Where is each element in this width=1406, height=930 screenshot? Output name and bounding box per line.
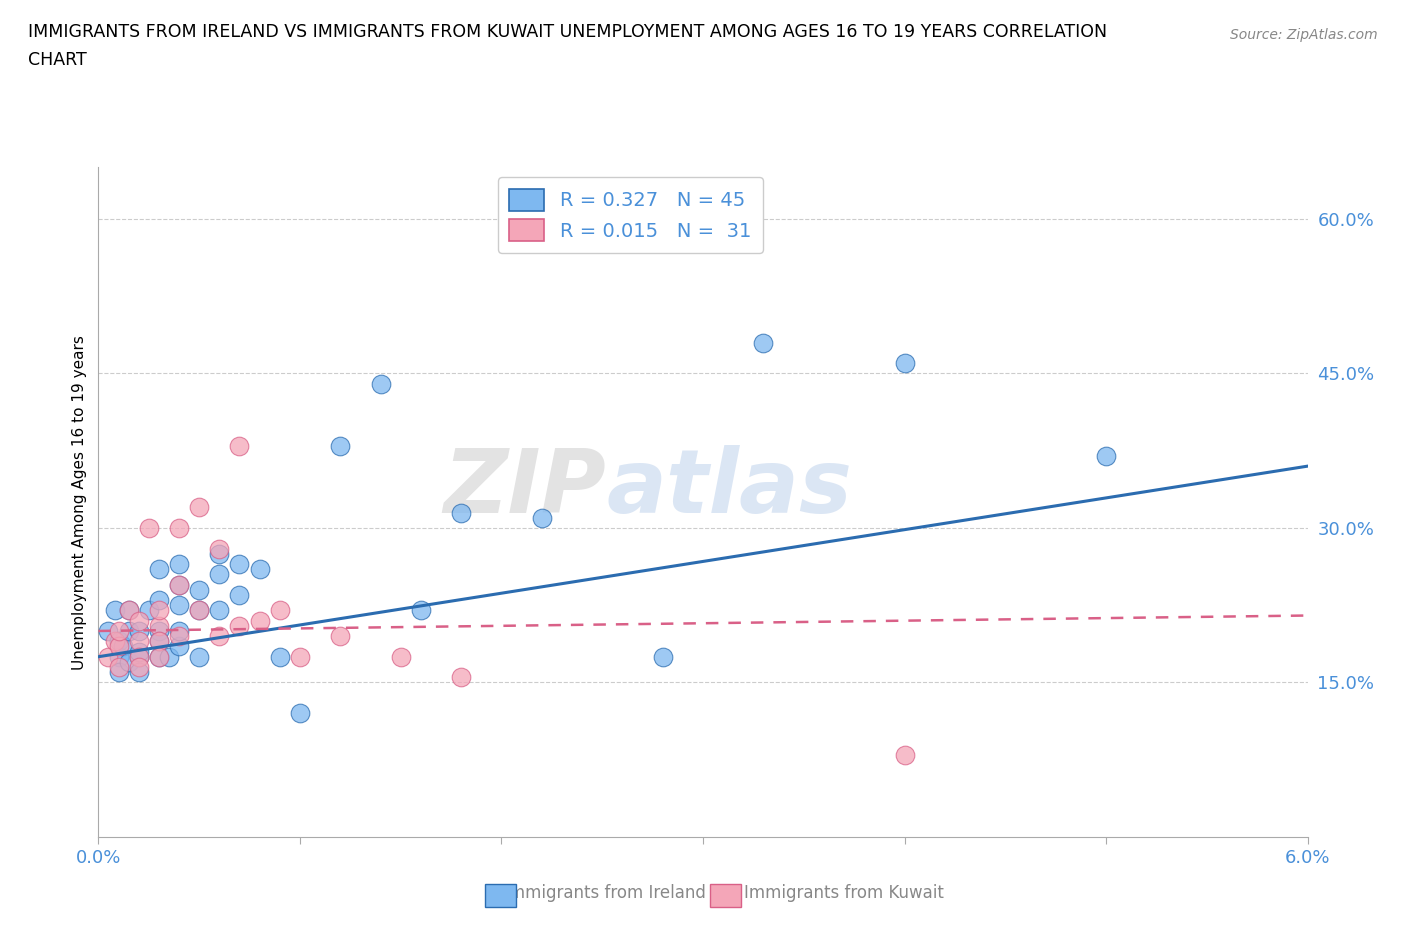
Point bbox=[167, 629, 190, 644]
Point bbox=[107, 649, 129, 664]
Text: ZIP: ZIP bbox=[443, 445, 606, 532]
Point bbox=[107, 639, 129, 654]
Point bbox=[138, 603, 160, 618]
Point bbox=[97, 623, 120, 638]
Text: CHART: CHART bbox=[28, 51, 87, 69]
Text: atlas: atlas bbox=[606, 445, 852, 532]
Y-axis label: Unemployment Among Ages 16 to 19 years: Unemployment Among Ages 16 to 19 years bbox=[72, 335, 87, 670]
Point bbox=[208, 603, 231, 618]
Point bbox=[409, 603, 432, 618]
Point bbox=[118, 603, 141, 618]
Point bbox=[97, 649, 120, 664]
Point bbox=[450, 670, 472, 684]
Point bbox=[288, 649, 311, 664]
Point bbox=[752, 335, 775, 350]
Point bbox=[148, 649, 170, 664]
Point bbox=[148, 634, 170, 649]
Point bbox=[107, 659, 129, 674]
Point bbox=[128, 649, 150, 664]
Point bbox=[148, 634, 170, 649]
Text: Immigrants from Ireland: Immigrants from Ireland bbox=[503, 884, 706, 902]
Point bbox=[167, 521, 190, 536]
Point bbox=[128, 665, 150, 680]
Point bbox=[167, 639, 190, 654]
Point bbox=[107, 665, 129, 680]
Point bbox=[148, 603, 170, 618]
Point bbox=[148, 623, 170, 638]
Point bbox=[128, 659, 150, 674]
Point bbox=[329, 629, 352, 644]
Point bbox=[128, 613, 150, 628]
Point bbox=[188, 649, 211, 664]
Point bbox=[329, 438, 352, 453]
Point bbox=[188, 603, 211, 618]
Point bbox=[167, 556, 190, 571]
Legend: R = 0.327   N = 45, R = 0.015   N =  31: R = 0.327 N = 45, R = 0.015 N = 31 bbox=[498, 177, 763, 253]
Point bbox=[288, 706, 311, 721]
Point bbox=[118, 655, 141, 670]
Point bbox=[188, 582, 211, 597]
Point bbox=[128, 623, 150, 638]
Point bbox=[188, 500, 211, 515]
Point bbox=[118, 603, 141, 618]
Point bbox=[148, 592, 170, 607]
Point bbox=[103, 603, 125, 618]
Point bbox=[893, 747, 915, 762]
Point bbox=[1095, 448, 1118, 463]
Point bbox=[103, 634, 125, 649]
Point bbox=[228, 438, 250, 453]
Point bbox=[269, 649, 291, 664]
Point bbox=[370, 377, 392, 392]
Point bbox=[148, 562, 170, 577]
Point bbox=[228, 556, 250, 571]
Point bbox=[208, 546, 231, 561]
Point bbox=[157, 649, 180, 664]
Point bbox=[228, 618, 250, 633]
Point bbox=[167, 623, 190, 638]
Point bbox=[249, 613, 271, 628]
Point bbox=[208, 541, 231, 556]
Point bbox=[269, 603, 291, 618]
Text: Source: ZipAtlas.com: Source: ZipAtlas.com bbox=[1230, 28, 1378, 42]
Point bbox=[118, 623, 141, 638]
Point bbox=[167, 578, 190, 592]
Point bbox=[651, 649, 673, 664]
Text: IMMIGRANTS FROM IRELAND VS IMMIGRANTS FROM KUWAIT UNEMPLOYMENT AMONG AGES 16 TO : IMMIGRANTS FROM IRELAND VS IMMIGRANTS FR… bbox=[28, 23, 1108, 41]
Point bbox=[208, 567, 231, 582]
Point bbox=[893, 355, 915, 370]
Point bbox=[148, 618, 170, 633]
Point bbox=[107, 634, 129, 649]
Point bbox=[249, 562, 271, 577]
Point bbox=[228, 588, 250, 603]
Point bbox=[167, 578, 190, 592]
Text: Immigrants from Kuwait: Immigrants from Kuwait bbox=[744, 884, 943, 902]
Point bbox=[450, 505, 472, 520]
Point bbox=[208, 629, 231, 644]
Point bbox=[111, 639, 134, 654]
Point bbox=[389, 649, 412, 664]
Point bbox=[128, 649, 150, 664]
Point bbox=[107, 623, 129, 638]
Point bbox=[167, 598, 190, 613]
Point bbox=[188, 603, 211, 618]
Point bbox=[128, 634, 150, 649]
Point bbox=[530, 511, 553, 525]
Point bbox=[138, 521, 160, 536]
Point bbox=[148, 649, 170, 664]
Point bbox=[128, 644, 150, 659]
